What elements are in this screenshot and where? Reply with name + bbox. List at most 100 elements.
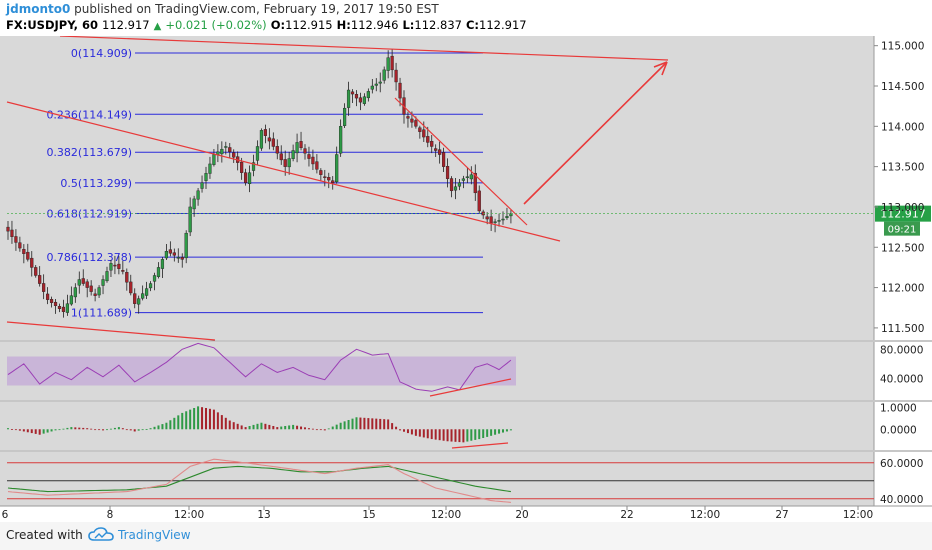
macd-histogram-bar <box>133 429 136 432</box>
macd-histogram-bar <box>46 429 49 433</box>
macd-histogram-bar <box>387 419 390 430</box>
macd-histogram-bar <box>319 429 322 431</box>
macd-histogram-bar <box>90 428 93 430</box>
macd-histogram-bar <box>498 429 501 434</box>
candle-body <box>117 263 121 269</box>
candle-body <box>73 287 77 298</box>
symbol-label[interactable]: FX:USDJPY, 60 <box>6 18 98 32</box>
time-axis-label: 27 <box>775 509 788 521</box>
candle-body <box>394 69 398 83</box>
candle-body <box>180 257 184 260</box>
macd-histogram-bar <box>509 429 512 431</box>
candle-body <box>426 136 430 143</box>
close-value: 112.917 <box>479 18 527 32</box>
macd-histogram-bar <box>34 429 37 434</box>
macd-histogram-bar <box>106 429 108 431</box>
candle-body <box>343 107 347 126</box>
candle-body <box>69 295 73 305</box>
tradingview-brand[interactable]: TradingView <box>118 528 191 542</box>
candle-body <box>255 146 260 161</box>
macd-histogram-bar <box>236 423 239 430</box>
rsi-divergence-line <box>429 378 512 397</box>
macd-histogram-bar <box>470 429 473 441</box>
candle-body <box>339 126 343 154</box>
candle-body <box>267 137 271 142</box>
macd-histogram-bar <box>169 420 172 430</box>
candle-body <box>176 257 180 259</box>
candle-body <box>97 287 101 296</box>
macd-histogram-bar <box>86 428 89 430</box>
macd-histogram-bar <box>327 428 330 430</box>
macd-histogram-bar <box>466 429 469 442</box>
candle-body <box>93 293 97 296</box>
macd-histogram-bar <box>98 429 101 431</box>
candle-body <box>125 272 129 283</box>
macd-histogram-bar <box>422 429 425 438</box>
macd-histogram-bar <box>212 409 215 430</box>
candle-body <box>188 206 192 233</box>
price-axis-label: 111.500 <box>881 323 924 335</box>
candle-body <box>457 182 462 187</box>
macd-histogram-bar <box>173 417 176 430</box>
lower-trend-line <box>6 101 561 242</box>
candle-body <box>442 152 446 167</box>
candle-body <box>263 129 267 136</box>
candle-body <box>89 285 93 292</box>
high-value: 112.946 <box>350 18 399 32</box>
countdown-badge <box>884 221 920 236</box>
author-name[interactable]: jdmonto0 <box>6 2 71 16</box>
macd-histogram-bar <box>343 421 346 430</box>
macd-histogram-bar <box>201 407 204 430</box>
candle-body <box>331 180 335 183</box>
fib-level-label: 1(111.689) <box>71 307 132 320</box>
macd-histogram-bar <box>418 429 421 437</box>
candle-body <box>220 148 224 155</box>
tradingview-cloud-icon[interactable] <box>88 527 114 543</box>
published-text: published on TradingView.com, February 1… <box>74 2 439 16</box>
macd-histogram-bar <box>494 429 497 435</box>
last-price-badge[interactable] <box>875 205 931 222</box>
macd-histogram-bar <box>113 427 116 430</box>
candle-body <box>418 127 422 132</box>
candle-body <box>184 232 188 259</box>
candle-body <box>319 170 323 175</box>
price-chart[interactable]: 0(114.909) 0.236(114.149) 0.382(113.679) 0.… <box>0 36 932 522</box>
macd-histogram-bar <box>454 429 457 442</box>
macd-histogram-bar <box>351 418 354 430</box>
macd-histogram-bar <box>232 422 235 430</box>
candle-body <box>224 146 228 148</box>
macd-axis-label: 1.0000 <box>880 402 917 414</box>
candle-body <box>346 89 351 108</box>
candle-body <box>232 152 236 158</box>
macd-histogram-bar <box>359 417 362 430</box>
candle-body <box>228 147 232 153</box>
open-label: O: <box>270 18 286 32</box>
candle-body <box>370 85 374 90</box>
macd-histogram-bar <box>296 425 299 430</box>
time-axis-label: 20 <box>515 509 528 521</box>
macd-histogram-bar <box>280 426 283 430</box>
candle-body <box>133 293 137 304</box>
macd-histogram-bar <box>311 428 314 430</box>
macd-histogram-bar <box>367 418 370 430</box>
macd-histogram-bar <box>375 418 378 430</box>
macd-histogram-bar <box>288 425 291 430</box>
candle-body <box>406 116 410 119</box>
macd-histogram-bar <box>482 429 485 438</box>
macd-histogram-bar <box>125 429 128 431</box>
candle-body <box>283 159 287 167</box>
macd-histogram-bar <box>145 429 148 430</box>
macd-histogram-bar <box>450 429 453 442</box>
candle-body <box>350 91 355 95</box>
macd-histogram-bar <box>38 429 41 435</box>
macd-histogram-bar <box>50 429 53 432</box>
macd-histogram-bar <box>82 427 85 430</box>
macd-histogram-bar <box>292 424 295 430</box>
candle-body <box>14 236 18 243</box>
price-axis-label: 114.000 <box>881 121 924 133</box>
candle-body <box>378 81 382 84</box>
macd-histogram-bar <box>363 417 366 430</box>
macd-histogram-bar <box>109 428 112 430</box>
macd-histogram-bar <box>252 424 255 430</box>
candle-body <box>434 148 438 151</box>
